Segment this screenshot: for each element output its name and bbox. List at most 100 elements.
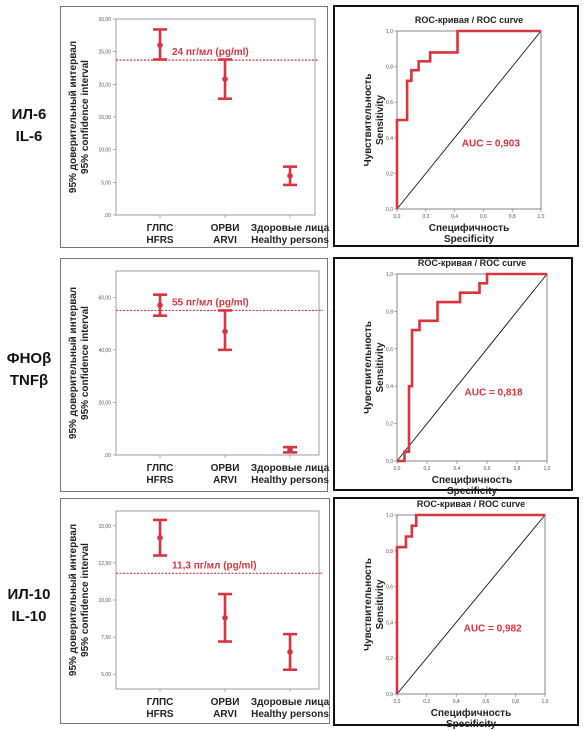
ci-chart-il6: ,00 5,00 10,00 15,00 20,00 25,00 30,00 95% дове… bbox=[60, 6, 330, 248]
x-axis-title: Specificity bbox=[446, 719, 496, 730]
mean-point bbox=[222, 328, 228, 335]
ci-chart-il10: 5,00 7,50 10,00 12,50 15,00 95% доверительный… bbox=[60, 498, 330, 724]
ci-chart-tnfb: ,00 20,00 40,00 60,00 95% доверительный инте… bbox=[60, 258, 330, 492]
category-label: ARVI bbox=[213, 475, 237, 486]
x-tick-label: 0,6 bbox=[482, 699, 489, 705]
y-tick-label: 0,8 bbox=[386, 549, 393, 555]
x-tick-label: 0,2 bbox=[422, 214, 429, 220]
row-label-en: TNFβ bbox=[9, 372, 49, 389]
y-tick-label: 0,0 bbox=[386, 459, 393, 465]
x-axis-title: Специфичность bbox=[432, 474, 512, 486]
x-axis-title: Specificity bbox=[447, 486, 497, 497]
y-tick-label: 7,50 bbox=[101, 635, 111, 641]
mean-point bbox=[287, 173, 293, 179]
row-label-ru: ИЛ-6 bbox=[11, 106, 47, 123]
x-tick-label: 0,8 bbox=[512, 699, 519, 705]
category-label: Здоровые лица bbox=[251, 223, 330, 234]
y-axis-title: Чувствительность bbox=[363, 321, 374, 414]
plot-frame bbox=[396, 273, 548, 462]
row-label-ru: ФНОβ bbox=[6, 350, 52, 367]
auc-label: AUC = 0,903 bbox=[462, 139, 521, 150]
category-label: ГЛПС bbox=[147, 223, 174, 234]
y-tick-label: 0,6 bbox=[386, 100, 393, 106]
category-label: ОРВИ bbox=[211, 463, 240, 474]
y-axis-title: 95% confidence interval bbox=[80, 543, 91, 657]
y-tick-label: 0,8 bbox=[386, 65, 393, 71]
roc-chart-tnfb: ROC-кривая / ROC curve 0,0 0,0 0,2 0,2 0,4 0,4… bbox=[333, 257, 573, 497]
category-label: ARVI bbox=[213, 709, 237, 720]
reference-diagonal bbox=[396, 273, 548, 462]
chart-title: ROC-кривая / ROC curve bbox=[417, 499, 525, 509]
x-tick-label: 1,0 bbox=[542, 699, 549, 705]
category-label: Здоровые лица bbox=[251, 697, 330, 708]
row-label-en: IL-10 bbox=[11, 608, 47, 625]
chart-svg: ROC-кривая / ROC curve 0,00,0 0,2 0,2 0,4 0,4… bbox=[363, 15, 545, 245]
row-label-ru: ИЛ-10 bbox=[7, 586, 51, 603]
y-tick-label: 12,50 bbox=[98, 561, 111, 567]
y-axis-title: Sensitivity bbox=[375, 95, 386, 145]
y-axis-title: 95% confidence interval bbox=[80, 60, 91, 174]
y-tick-label: 0,2 bbox=[386, 171, 393, 177]
y-tick-label: 40,00 bbox=[98, 348, 111, 354]
row-label-il6: ИЛ-6 IL-6 bbox=[0, 104, 58, 148]
x-tick-label: 0,2 bbox=[424, 466, 431, 472]
y-axis-title: 95% confidence interval bbox=[80, 306, 91, 420]
chart-svg: ,00 5,00 10,00 15,00 20,00 25,00 30,00 95% дове… bbox=[68, 17, 330, 246]
chart-svg: ,00 20,00 40,00 60,00 95% доверительный инте… bbox=[68, 270, 330, 486]
x-tick-label: 1,0 bbox=[544, 466, 551, 472]
x-tick-label: 0,0 bbox=[394, 699, 401, 705]
x-tick-label: 1,0 bbox=[538, 214, 545, 220]
y-tick-label: 0,6 bbox=[386, 347, 393, 353]
y-tick-label: 20,00 bbox=[98, 400, 111, 406]
y-tick-label: 15,00 bbox=[98, 115, 111, 121]
threshold-label: 11,3 пг/мл (pg/ml) bbox=[172, 560, 257, 571]
y-tick-label: 25,00 bbox=[98, 50, 111, 56]
category-label: ОРВИ bbox=[211, 697, 240, 708]
category-label: ARVI bbox=[213, 235, 237, 246]
reference-diagonal bbox=[396, 514, 546, 695]
y-tick-label: 0,8 bbox=[386, 309, 393, 315]
mean-point bbox=[287, 446, 293, 453]
auc-label: AUC = 0,982 bbox=[464, 623, 523, 634]
y-tick-label: 15,00 bbox=[98, 524, 111, 530]
row-label-tnfb: ФНОβ TNFβ bbox=[0, 348, 58, 392]
category-label: ОРВИ bbox=[211, 223, 240, 234]
chart-svg: ROC-кривая / ROC curve 0,00,0 0,2 0,2 0,4 0,4… bbox=[363, 499, 549, 730]
y-tick-label: 20,00 bbox=[98, 82, 111, 88]
y-axis-title: 95% доверительный интервал bbox=[68, 41, 79, 193]
x-tick-label: 0,6 bbox=[480, 214, 487, 220]
roc-curve bbox=[397, 272, 547, 463]
category-label: ГЛПС bbox=[147, 463, 174, 474]
y-tick-label: 5,00 bbox=[101, 672, 111, 678]
y-tick-label: 5,00 bbox=[101, 180, 111, 186]
x-axis-title: Specificity bbox=[444, 234, 494, 245]
plot-frame bbox=[115, 270, 320, 456]
chart-title: ROC-кривая / ROC curve bbox=[418, 258, 526, 268]
y-tick-label: 0,0 bbox=[386, 207, 393, 213]
mean-point bbox=[287, 649, 293, 655]
threshold-label: 24 пг/мл (pg/ml) bbox=[172, 47, 249, 58]
x-axis-title: Специфичность bbox=[431, 707, 511, 719]
y-tick-label: 1,0 bbox=[386, 513, 393, 519]
y-tick-label: 0,2 bbox=[386, 422, 393, 428]
y-tick-label: 0,4 bbox=[386, 620, 393, 626]
x-tick-label: 0,0 bbox=[394, 466, 401, 472]
y-axis-title: Sensitivity bbox=[375, 342, 386, 392]
y-tick-label: 1,0 bbox=[386, 272, 393, 278]
y-tick-label: ,00 bbox=[104, 453, 111, 459]
plot-frame bbox=[115, 510, 320, 690]
x-tick-label: 0,6 bbox=[484, 466, 491, 472]
y-tick-label: 0,4 bbox=[386, 384, 393, 390]
x-tick-label: 0,4 bbox=[453, 699, 460, 705]
roc-curve bbox=[395, 29, 541, 209]
y-tick-label: 0,0 bbox=[386, 692, 393, 698]
y-tick-label: 10,00 bbox=[98, 148, 111, 154]
mean-point bbox=[157, 302, 163, 308]
x-axis-title: Специфичность bbox=[429, 222, 509, 234]
category-label: Healthy persons bbox=[251, 709, 329, 720]
chart-svg: ROC-кривая / ROC curve 0,00,0 0,2 0,2 0,4 0,4… bbox=[363, 258, 551, 497]
category-label: Здоровые лица bbox=[251, 463, 330, 474]
x-tick-label: 0,4 bbox=[451, 214, 458, 220]
y-tick-label: 10,00 bbox=[98, 598, 111, 604]
y-axis-title: Чувствительность bbox=[363, 558, 374, 651]
